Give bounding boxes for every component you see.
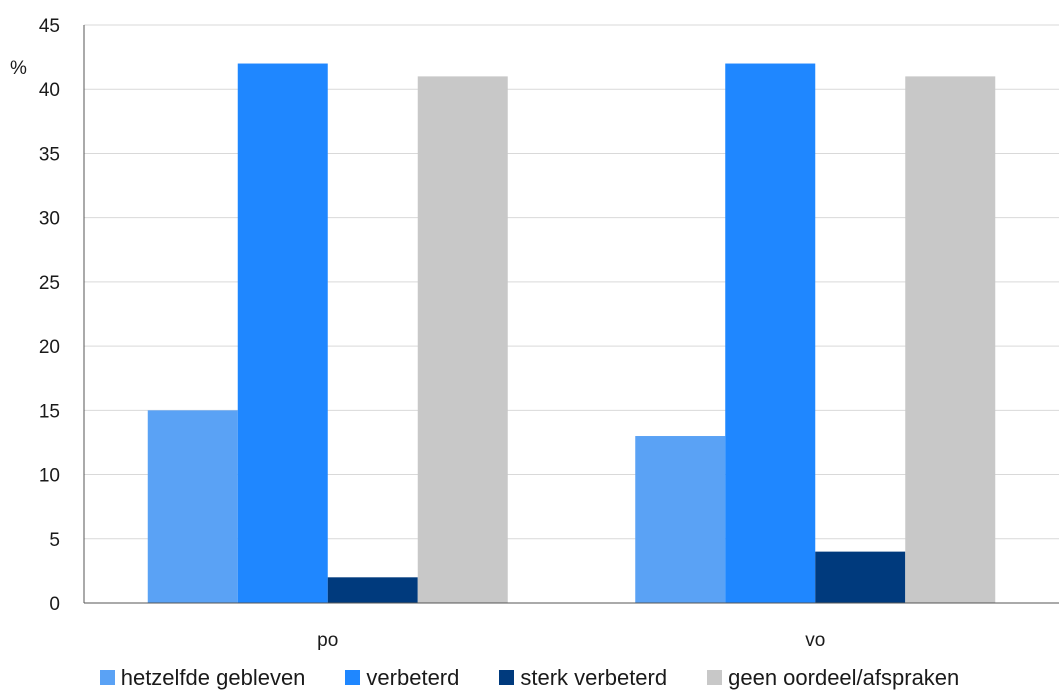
- bars: [147, 63, 996, 604]
- bar: [327, 577, 418, 603]
- bar: [905, 76, 996, 603]
- legend-swatch: [345, 670, 361, 685]
- y-tick-label: 5: [49, 530, 60, 551]
- legend-item: sterk verbeterd: [499, 665, 667, 691]
- bar: [815, 551, 906, 603]
- legend-label: sterk verbeterd: [520, 664, 668, 690]
- y-tick-label: 15: [39, 401, 60, 422]
- axes: [83, 25, 1059, 604]
- legend-label: geen oordeel/afspraken: [728, 664, 960, 690]
- x-category-label: po: [317, 630, 338, 651]
- y-tick-label: 35: [39, 144, 60, 165]
- y-tick-label: 0: [49, 594, 60, 615]
- legend-item: geen oordeel/afspraken: [707, 665, 959, 691]
- legend-swatch: [99, 670, 115, 685]
- y-tick-label: 30: [39, 209, 60, 230]
- legend: hetzelfde gebleven verbeterd sterk verbete…: [0, 664, 1059, 691]
- bar: [725, 63, 816, 604]
- y-tick-label: 45: [39, 16, 60, 37]
- y-tick-label: 10: [39, 466, 60, 487]
- x-category-label: vo: [805, 630, 825, 651]
- legend-swatch: [499, 670, 515, 685]
- legend-item: verbeterd: [345, 665, 459, 691]
- y-tick-label: 40: [39, 80, 60, 101]
- y-axis-unit-label: %: [10, 58, 27, 79]
- y-tick-labels: 0 5 10 15 20 25 30 35 40 45: [39, 16, 60, 615]
- legend-item: hetzelfde gebleven: [99, 664, 306, 691]
- bar: [417, 76, 508, 603]
- legend-swatch: [707, 670, 723, 685]
- bar: [147, 410, 238, 603]
- legend-label: verbeterd: [366, 664, 460, 690]
- bar: [237, 63, 328, 604]
- y-tick-label: 20: [39, 337, 60, 358]
- bar-chart: 0 5 10 15 20 25 30 35 40 45 po vo %: [10, 16, 1059, 651]
- x-category-labels: po vo: [317, 630, 825, 651]
- legend-label: hetzelfde gebleven: [120, 664, 306, 690]
- bar: [635, 436, 726, 603]
- y-tick-label: 25: [39, 273, 60, 294]
